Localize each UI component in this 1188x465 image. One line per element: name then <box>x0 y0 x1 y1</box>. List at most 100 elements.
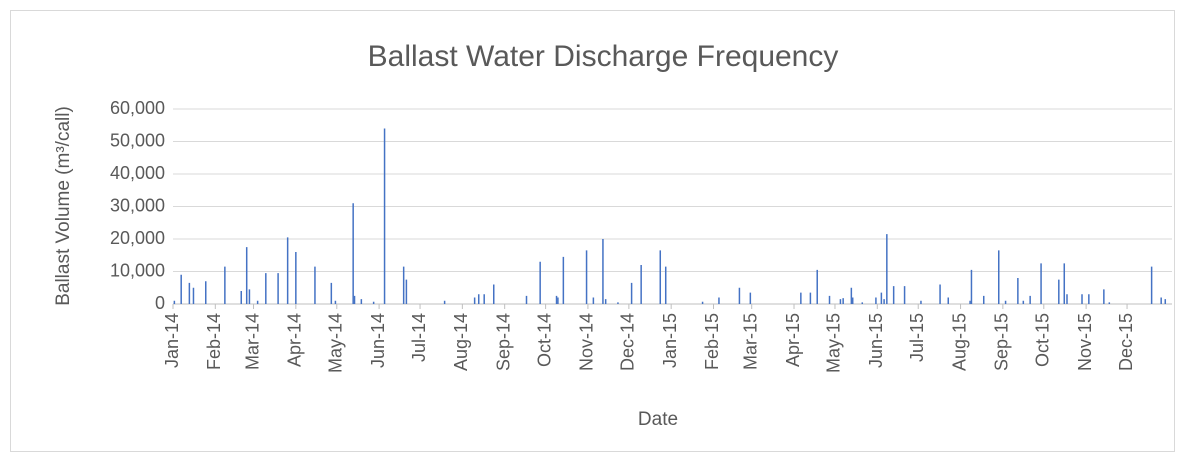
x-tick-label: Jun-15 <box>866 313 886 368</box>
x-tick-label: Nov-15 <box>1075 313 1095 371</box>
bar <box>970 269 973 304</box>
bar <box>880 292 883 304</box>
bar <box>372 301 375 304</box>
bar <box>617 302 619 304</box>
bar <box>998 250 1000 304</box>
bar <box>295 252 297 304</box>
bar <box>892 286 895 304</box>
x-tick-label: Oct-14 <box>534 313 554 367</box>
bar <box>492 284 495 304</box>
bar <box>969 300 971 304</box>
bar <box>1029 295 1031 304</box>
bar <box>920 300 922 304</box>
bar <box>883 299 885 304</box>
x-tick-label: May-15 <box>824 313 844 373</box>
x-tick-label: Apr-14 <box>285 313 305 367</box>
x-tick-label: Jul-14 <box>409 313 429 362</box>
bar <box>240 291 242 304</box>
x-tick-label: Sep-15 <box>992 313 1012 371</box>
x-tick-label: Mar-14 <box>242 313 262 370</box>
bar <box>1040 263 1042 304</box>
bar <box>1160 297 1162 304</box>
bar <box>1164 299 1167 304</box>
bar <box>245 247 248 304</box>
bar <box>947 297 950 304</box>
bar <box>188 282 191 304</box>
x-axis-label: Date <box>638 409 678 430</box>
bar <box>1004 300 1007 304</box>
bar <box>557 297 559 304</box>
bar <box>1063 263 1066 304</box>
bar <box>842 298 844 304</box>
y-axis-label: Ballast Volume (m³/call) <box>53 106 74 306</box>
bar <box>539 261 541 304</box>
x-tick-label: Apr-15 <box>783 313 803 367</box>
bar <box>659 250 662 304</box>
bar <box>265 273 267 304</box>
bar <box>405 279 408 304</box>
bar <box>286 237 289 304</box>
bar <box>1017 278 1019 304</box>
bar <box>248 289 251 304</box>
bar <box>277 273 279 304</box>
x-tick-label: Jul-15 <box>907 313 927 362</box>
x-tick-label: Nov-14 <box>577 313 597 371</box>
x-tick-label: Jan-14 <box>162 313 182 368</box>
x-tick-label: Feb-15 <box>702 313 722 370</box>
bar <box>334 300 337 304</box>
x-tick-label: Jan-15 <box>660 313 680 368</box>
bar <box>939 284 941 304</box>
bar <box>851 297 854 304</box>
bar <box>1108 302 1111 304</box>
bar <box>562 256 565 304</box>
chart-title: Ballast Water Discharge Frequency <box>368 40 839 73</box>
bar <box>1081 294 1083 304</box>
bar <box>224 266 226 304</box>
y-tick-label: 40,000 <box>110 163 165 183</box>
bar <box>1150 266 1153 304</box>
x-tick-label: Mar-15 <box>740 313 760 370</box>
bar <box>180 274 182 304</box>
bar <box>800 292 802 304</box>
x-tick-label: Feb-14 <box>204 313 224 370</box>
bar <box>809 292 812 304</box>
y-tick-label: 0 <box>155 293 165 313</box>
x-tick-label: Dec-14 <box>618 313 638 371</box>
bar <box>477 294 480 304</box>
bar <box>630 282 633 304</box>
bar <box>604 299 607 304</box>
bar <box>828 295 831 304</box>
x-tick-label: Sep-14 <box>493 313 513 371</box>
bar <box>205 281 207 304</box>
x-tick-label: Aug-14 <box>451 313 471 371</box>
bar <box>875 297 877 304</box>
bar <box>402 266 405 304</box>
bar <box>443 300 446 304</box>
bar <box>330 282 333 304</box>
x-tick-label: Aug-15 <box>949 313 969 371</box>
bar <box>718 297 720 304</box>
x-tick-label: Dec-15 <box>1116 313 1136 371</box>
y-tick-label: 60,000 <box>110 98 165 118</box>
bar <box>256 300 259 304</box>
bar <box>1103 289 1105 304</box>
bar <box>816 269 818 304</box>
bar <box>173 300 176 304</box>
bar <box>839 299 842 304</box>
bar <box>1088 294 1090 304</box>
bar <box>982 295 985 304</box>
bar <box>903 286 906 304</box>
bar <box>360 299 363 304</box>
bar <box>473 297 476 304</box>
x-tick-label: Jun-14 <box>368 313 388 368</box>
bar <box>555 295 558 304</box>
y-tick-label: 50,000 <box>110 130 165 150</box>
bar <box>1066 294 1068 304</box>
bar <box>602 239 604 304</box>
bar <box>592 297 595 304</box>
y-tick-label: 20,000 <box>110 228 165 248</box>
bar <box>664 266 667 304</box>
bar <box>738 287 741 304</box>
bar <box>383 128 386 304</box>
